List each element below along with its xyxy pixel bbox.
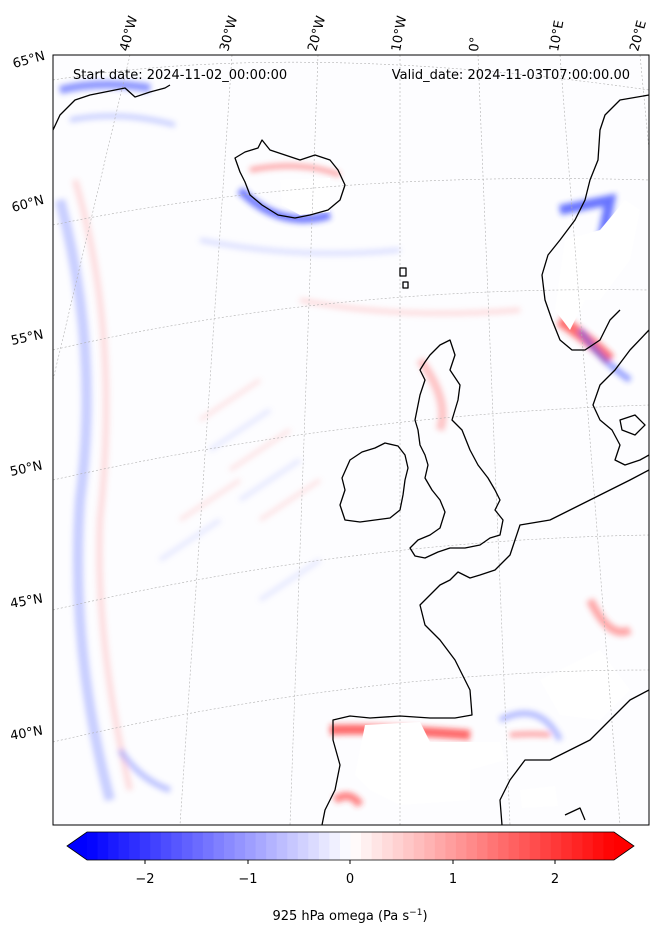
colorbar-cell [508,832,520,860]
colorbar-cell [403,832,415,860]
colorbar-cell [129,832,141,860]
colorbar-cell [192,832,204,860]
lon-label: 40°W [117,14,141,53]
colorbar-cell [540,832,552,860]
colorbar-cell [160,832,172,860]
latitude-labels: 65°N 60°N 55°N 50°N 45°N 40°N [9,49,47,744]
colorbar-cell [350,832,362,860]
colorbar: −2 −1 0 1 2 925 hPa omega (Pa s−1) [66,831,635,924]
colorbar-cell [87,832,99,860]
colorbar-extend-min [67,832,87,860]
colorbar-cell [561,832,573,860]
colorbar-cell [255,832,267,860]
colorbar-tick-label: 0 [346,872,354,887]
colorbar-tick-label: 2 [551,872,559,887]
colorbar-cell [487,832,499,860]
colorbar-cell [361,832,373,860]
colorbar-cell [371,832,383,860]
colorbar-cell [213,832,225,860]
colorbar-outline [66,831,635,861]
lat-label: 45°N [9,591,44,611]
graticule [53,55,649,825]
colorbar-cell [603,832,615,860]
colorbar-cell [455,832,468,860]
colorbar-cell [424,832,436,860]
colorbar-cell [550,832,562,860]
colorbar-cell [434,832,446,860]
colorbar-cell [592,832,605,860]
lon-label: 20°W [305,14,329,53]
lat-label: 55°N [10,327,45,348]
map-panel [53,55,649,825]
colorbar-cell [571,832,583,860]
colorbar-cell [266,832,278,860]
colorbar-cell [181,832,193,860]
lat-label: 65°N [11,49,47,72]
colorbar-cell [519,832,531,860]
colorbar-cell [339,832,352,860]
masked-terrain [280,178,640,808]
colorbar-cell [245,832,257,860]
colorbar-cell [318,832,331,860]
colorbar-cell [392,832,404,860]
map-frame [52,54,650,826]
colorbar-cell [139,832,151,860]
lon-label: 20°E [627,19,650,53]
colorbar-cell [224,832,236,860]
colorbar-cell [118,832,130,860]
lon-label: 30°W [217,14,241,53]
lon-label: 10°E [547,19,567,52]
colorbar-cell [297,832,309,860]
lat-label: 50°N [9,458,44,479]
colorbar-cell [287,832,299,860]
colorbar-cell [466,832,478,860]
colorbar-label-text: 925 hPa omega (Pa s [272,909,409,924]
colorbar-cell [108,832,120,860]
colorbar-cell [171,832,183,860]
colorbar-cell [582,832,594,860]
colorbar-cell [498,832,510,860]
colorbar-cell [445,832,457,860]
colorbar-cell [413,832,425,860]
valid-date-label: Valid_date: 2024-11-03T07:00:00.00 [392,68,630,83]
lat-label: 40°N [9,723,44,743]
colorbar-tick-label: 1 [449,872,457,887]
colorbar-ticks: −2 −1 0 1 2 [135,860,559,887]
colorbar-cell [234,832,246,860]
lon-label: 0° [467,36,483,52]
colorbar-label-exponent: −1 [409,908,422,918]
longitude-labels: 40°W 30°W 20°W 10°W 0° 10°E 20°E [117,14,650,53]
coastlines [53,84,649,825]
colorbar-cell [97,832,109,860]
colorbar-tick-label: −2 [135,872,154,887]
lon-label: 10°W [389,15,410,53]
colorbar-cell [329,832,341,860]
colorbar-cell [529,832,541,860]
lat-label: 60°N [10,193,46,216]
colorbar-cell [276,832,288,860]
colorbar-extend-max [614,832,634,860]
start-date-label: Start date: 2024-11-02_00:00:00 [73,68,287,83]
colorbar-cell [476,832,489,860]
colorbar-tick-label: −1 [238,872,257,887]
colorbar-cell [308,832,320,860]
colorbar-cell [202,832,215,860]
colorbar-cells [67,832,634,860]
colorbar-cell [150,832,162,860]
colorbar-label: 925 hPa omega (Pa s−1) [272,908,427,924]
colorbar-cell [382,832,394,860]
colorbar-label-close: ) [422,909,427,924]
